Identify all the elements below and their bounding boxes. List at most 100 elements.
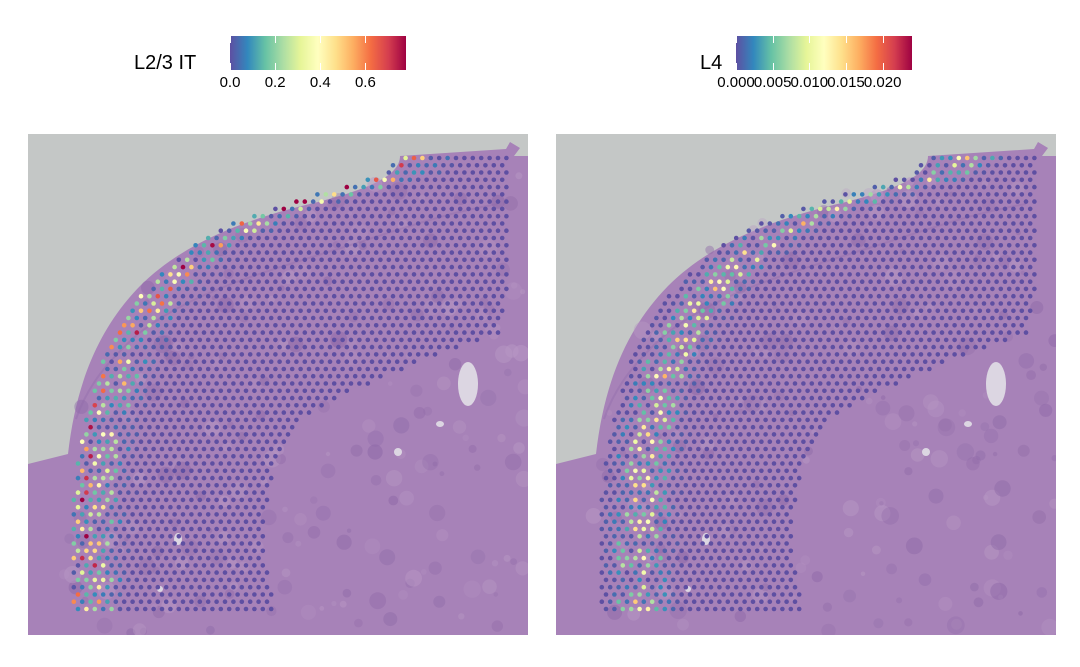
spot — [784, 279, 789, 284]
spot — [767, 526, 773, 532]
spot — [92, 446, 98, 452]
spot — [729, 330, 735, 335]
spot — [201, 577, 207, 583]
spot — [113, 439, 119, 445]
spot — [411, 359, 417, 364]
spot — [616, 584, 621, 590]
spot — [754, 344, 760, 350]
spot — [478, 170, 484, 175]
spot — [750, 235, 756, 241]
spot — [679, 490, 684, 495]
tissue-texture — [405, 569, 422, 587]
tissue-texture — [379, 549, 396, 566]
spot — [855, 199, 861, 204]
spot — [491, 221, 497, 226]
spot — [708, 526, 714, 532]
spot — [1027, 206, 1033, 212]
spot — [189, 526, 194, 532]
spot — [331, 279, 337, 284]
spot — [754, 446, 760, 452]
spot — [273, 221, 278, 226]
tissue-texture — [992, 252, 1001, 260]
spot — [876, 381, 882, 386]
spot — [767, 250, 773, 255]
spot — [210, 519, 215, 524]
spot — [771, 446, 777, 452]
spot — [436, 243, 442, 248]
spot — [352, 330, 358, 335]
spot — [738, 388, 743, 394]
spot — [218, 577, 224, 583]
spot — [256, 497, 261, 503]
spot — [801, 293, 806, 299]
spot — [168, 563, 173, 568]
spot — [323, 235, 329, 241]
spot — [235, 563, 240, 568]
spot — [637, 606, 642, 612]
spot — [628, 534, 634, 539]
spot — [943, 192, 949, 197]
spot — [834, 264, 840, 270]
spot — [180, 279, 186, 284]
spot — [273, 337, 278, 343]
spot — [193, 432, 198, 437]
spot — [830, 243, 836, 248]
spot — [159, 490, 165, 495]
spot — [801, 424, 806, 430]
tissue-texture — [482, 579, 497, 594]
spot — [696, 490, 701, 495]
spot — [163, 439, 169, 445]
spot — [75, 548, 81, 554]
tissue-vessel — [964, 421, 972, 427]
spot — [729, 534, 735, 539]
spot — [79, 599, 85, 604]
spot — [226, 534, 232, 539]
spot — [264, 308, 270, 314]
spot — [813, 344, 819, 350]
spot — [780, 359, 785, 364]
spot — [981, 315, 987, 321]
spot — [956, 301, 962, 306]
spot — [474, 235, 480, 241]
tissue-texture — [282, 532, 294, 544]
spot — [281, 206, 287, 212]
spot — [717, 512, 722, 517]
spot — [675, 395, 680, 401]
spot — [981, 286, 987, 292]
spot — [432, 352, 438, 357]
spot — [121, 526, 127, 532]
spot — [445, 301, 450, 306]
spot — [105, 410, 110, 415]
spot — [193, 403, 198, 408]
spot — [805, 330, 810, 335]
spot — [277, 432, 282, 437]
spot — [315, 395, 320, 401]
spot — [159, 475, 165, 481]
spot — [990, 184, 995, 190]
spot — [767, 541, 773, 546]
spot — [100, 403, 106, 408]
spot — [918, 177, 924, 183]
spot — [855, 373, 861, 379]
spot — [637, 577, 642, 583]
spot — [453, 301, 459, 306]
spot — [708, 352, 714, 357]
spot — [1019, 308, 1025, 314]
spot — [775, 279, 781, 284]
spot — [704, 257, 710, 263]
spot — [134, 461, 140, 466]
tissue-texture — [922, 394, 939, 410]
spot — [687, 301, 693, 306]
spot — [147, 541, 152, 546]
spot — [792, 250, 798, 255]
spot — [197, 570, 203, 575]
spot — [880, 301, 886, 306]
spot — [495, 184, 501, 190]
spot — [499, 177, 505, 183]
spot — [830, 272, 836, 277]
spot — [759, 323, 764, 328]
spot — [679, 446, 684, 452]
spot — [499, 163, 505, 168]
tissue-texture — [422, 454, 439, 471]
spot — [738, 461, 743, 466]
